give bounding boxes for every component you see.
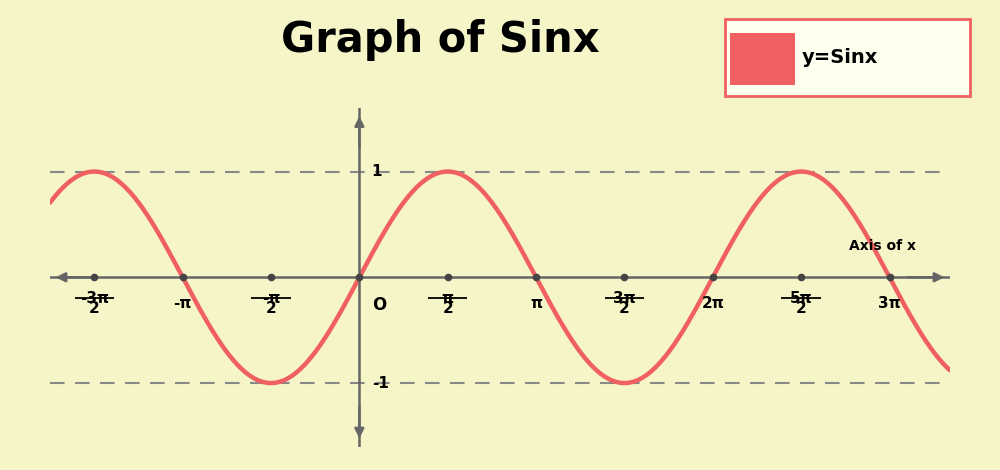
Text: 3π: 3π [878, 296, 901, 311]
Text: 2π: 2π [701, 296, 724, 311]
Text: 3π: 3π [613, 291, 636, 306]
Text: -3π: -3π [80, 291, 109, 306]
Text: -π: -π [173, 296, 192, 311]
Text: 1: 1 [372, 164, 382, 179]
Text: y=Sinx: y=Sinx [802, 48, 878, 67]
Text: 2: 2 [796, 301, 807, 315]
Text: -π: -π [262, 291, 280, 306]
Text: -1: -1 [372, 376, 389, 391]
Text: O: O [372, 296, 386, 314]
Text: 5π: 5π [790, 291, 812, 306]
Text: Axis of x: Axis of x [849, 239, 916, 252]
Text: 2: 2 [442, 301, 453, 315]
Text: π: π [442, 291, 454, 306]
Text: π: π [530, 296, 542, 311]
Text: 2: 2 [619, 301, 630, 315]
Text: Graph of Sinx: Graph of Sinx [281, 19, 599, 61]
Text: 2: 2 [266, 301, 276, 315]
Text: 2: 2 [89, 301, 100, 315]
